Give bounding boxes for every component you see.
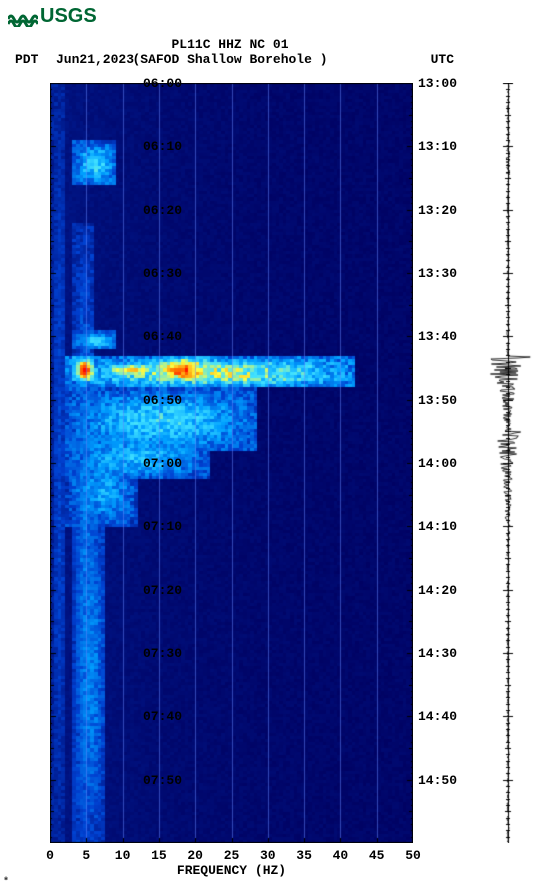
spectrogram-canvas — [50, 83, 413, 843]
station-name: (SAFOD Shallow Borehole ) — [0, 52, 460, 67]
y-tick-right: 14:40 — [418, 709, 457, 724]
x-axis-label: FREQUENCY (HZ) — [50, 863, 413, 878]
y-tick-left: 06:20 — [143, 203, 182, 218]
x-tick: 25 — [220, 848, 244, 863]
footer-asterisk: * — [3, 877, 9, 888]
x-tick: 0 — [38, 848, 62, 863]
y-tick-left: 06:50 — [143, 393, 182, 408]
x-tick: 5 — [74, 848, 98, 863]
x-tick: 35 — [292, 848, 316, 863]
wave-icon — [8, 7, 38, 27]
y-tick-left: 06:10 — [143, 139, 182, 154]
y-tick-right: 13:10 — [418, 139, 457, 154]
y-tick-right: 14:10 — [418, 519, 457, 534]
x-tick: 30 — [256, 848, 280, 863]
y-tick-left: 07:50 — [143, 773, 182, 788]
x-tick: 45 — [365, 848, 389, 863]
y-tick-left: 07:10 — [143, 519, 182, 534]
x-tick: 15 — [147, 848, 171, 863]
y-tick-left: 07:00 — [143, 456, 182, 471]
x-tick: 10 — [111, 848, 135, 863]
channel-title: PL11C HHZ NC 01 — [0, 37, 460, 52]
x-tick: 40 — [328, 848, 352, 863]
y-tick-right: 14:30 — [418, 646, 457, 661]
y-tick-left: 07:20 — [143, 583, 182, 598]
y-tick-right: 13:20 — [418, 203, 457, 218]
seismogram-canvas — [480, 83, 540, 843]
y-tick-right: 13:00 — [418, 76, 457, 91]
y-tick-left: 06:40 — [143, 329, 182, 344]
y-tick-right: 14:20 — [418, 583, 457, 598]
usgs-logo: USGS — [8, 5, 97, 28]
y-tick-left: 07:40 — [143, 709, 182, 724]
y-tick-left: 06:00 — [143, 76, 182, 91]
spectrogram-plot — [50, 83, 413, 843]
y-tick-left: 07:30 — [143, 646, 182, 661]
right-timezone: UTC — [431, 52, 454, 67]
y-tick-right: 13:50 — [418, 393, 457, 408]
logo-text: USGS — [40, 5, 97, 28]
x-tick: 50 — [401, 848, 425, 863]
y-tick-left: 06:30 — [143, 266, 182, 281]
y-tick-right: 14:50 — [418, 773, 457, 788]
seismogram-plot — [480, 83, 540, 843]
y-tick-right: 13:30 — [418, 266, 457, 281]
y-tick-right: 14:00 — [418, 456, 457, 471]
x-tick: 20 — [183, 848, 207, 863]
y-tick-right: 13:40 — [418, 329, 457, 344]
